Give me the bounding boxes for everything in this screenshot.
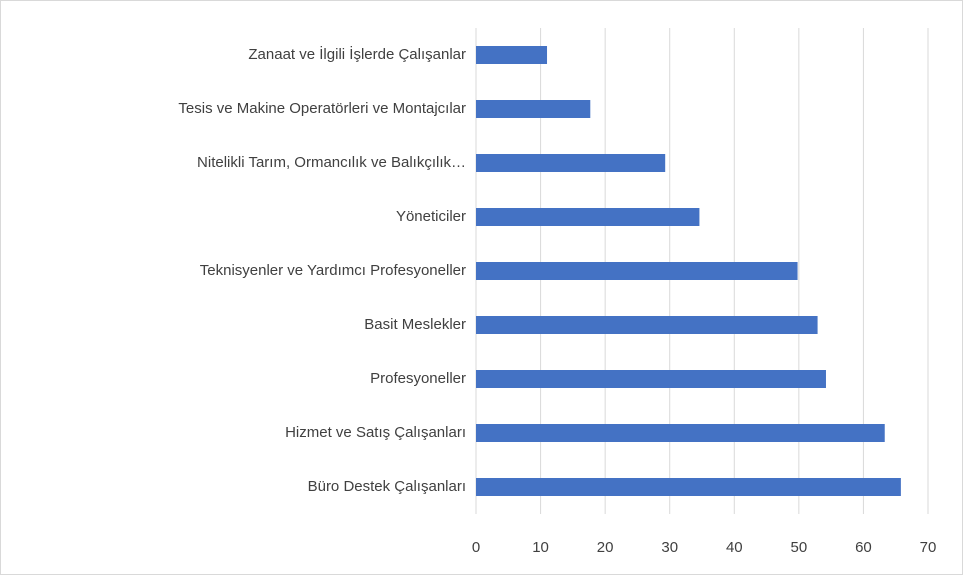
x-tick-label: 50 — [791, 539, 808, 556]
bar — [476, 100, 591, 118]
bar — [476, 262, 798, 280]
y-tick-label: Zanaat ve İlgili İşlerde Çalışanlar — [248, 45, 466, 63]
y-tick-label: Tesis ve Makine Operatörleri ve Montajcı… — [178, 100, 466, 117]
y-tick-label: Hizmet ve Satış Çalışanları — [285, 424, 466, 441]
y-tick-label: Profesyoneller — [370, 370, 466, 387]
x-tick-label: 70 — [920, 539, 937, 556]
x-tick-label: 10 — [532, 539, 549, 556]
x-tick-label: 0 — [472, 539, 480, 556]
y-tick-label: Büro Destek Çalışanları — [308, 478, 466, 495]
x-tick-label: 40 — [726, 539, 743, 556]
bar — [476, 154, 666, 172]
bar — [476, 424, 885, 442]
bar — [476, 478, 901, 496]
x-tick-label: 60 — [855, 539, 872, 556]
y-tick-label: Teknisyenler ve Yardımcı Profesyoneller — [200, 262, 466, 279]
x-tick-label: 20 — [597, 539, 614, 556]
bar — [476, 316, 818, 334]
bar — [476, 46, 548, 64]
y-tick-label: Basit Meslekler — [364, 316, 466, 333]
bar — [476, 370, 826, 388]
bar — [476, 208, 700, 226]
y-tick-label: Nitelikli Tarım, Ormancılık ve Balıkçılı… — [197, 154, 466, 171]
y-tick-label: Yöneticiler — [396, 208, 466, 225]
x-tick-label: 30 — [661, 539, 678, 556]
